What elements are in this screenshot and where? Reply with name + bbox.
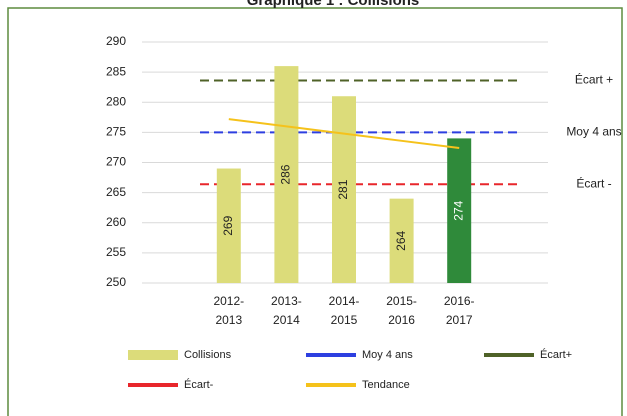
x-tick-label: 2016-2017 (444, 294, 475, 327)
chart-frame (7, 7, 623, 416)
reference-label: Moy 4 ans (566, 125, 621, 139)
y-tick-label: 290 (106, 34, 126, 48)
x-tick-label: 2014-2015 (329, 294, 360, 327)
trend-line (228, 118, 460, 150)
legend-label: Collisions (184, 349, 232, 361)
legend-label: Tendance (362, 379, 410, 391)
y-tick-label: 275 (106, 125, 126, 139)
legend-label: Écart- (184, 378, 214, 391)
bar (216, 168, 241, 283)
y-tick-label: 270 (106, 155, 126, 169)
bar (274, 66, 299, 283)
y-tick-label: 285 (106, 64, 126, 78)
y-tick-label: 280 (106, 94, 126, 108)
y-tick-label: 260 (106, 215, 126, 229)
y-tick-label: 265 (106, 185, 126, 199)
x-tick-label: 2013-2014 (271, 294, 302, 327)
legend-swatch (128, 350, 178, 360)
bar (332, 96, 356, 283)
data-label: 281 (336, 179, 350, 199)
data-label: 264 (394, 230, 408, 250)
x-tick-label: 2015-2016 (386, 294, 417, 327)
reference-label: Écart + (575, 72, 613, 87)
data-label: 286 (279, 164, 293, 184)
reference-label: Écart - (576, 175, 611, 190)
bar (389, 198, 414, 283)
bar (447, 138, 472, 283)
chart-title: Graphique 1 : Collisions (247, 0, 420, 9)
data-label: 274 (451, 200, 465, 220)
x-tick-label: 2012-2013 (213, 294, 244, 327)
data-label: 269 (221, 215, 235, 235)
y-tick-label: 255 (106, 245, 126, 259)
legend-label: Écart+ (540, 348, 572, 361)
y-tick-label: 250 (106, 275, 126, 289)
legend-label: Moy 4 ans (362, 349, 413, 361)
